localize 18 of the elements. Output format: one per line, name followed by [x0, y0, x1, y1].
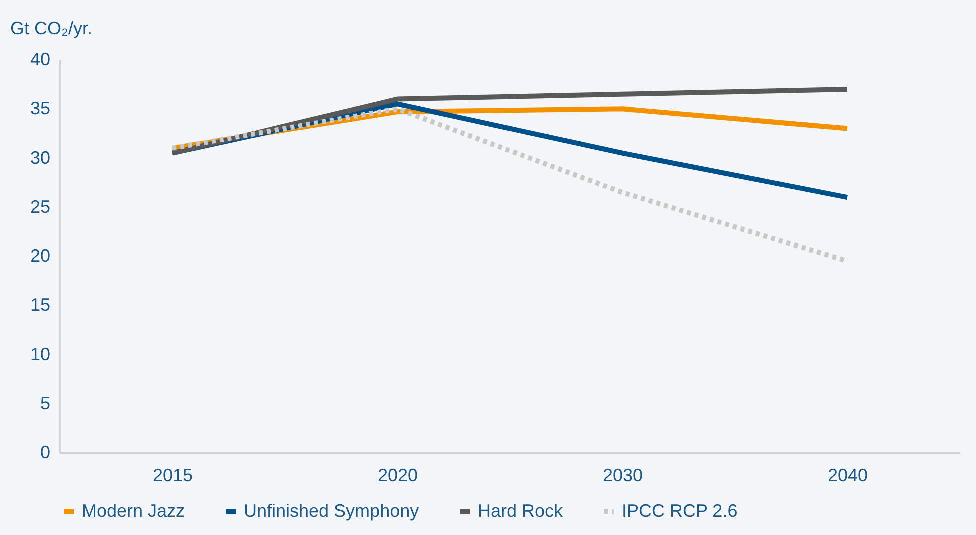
- y-tick-label: 35: [30, 98, 50, 119]
- y-tick-label: 10: [30, 344, 50, 364]
- y-tick-label: 5: [40, 393, 50, 414]
- x-tick-label: 2040: [828, 466, 868, 486]
- x-tick-label: 2030: [602, 466, 644, 486]
- y-tick-label: 0: [40, 442, 50, 462]
- y-tick-label: 20: [30, 246, 50, 266]
- legend-label: Unfinished Symphony: [244, 501, 420, 521]
- x-tick-label: 2020: [378, 466, 418, 486]
- y-axis-title: Gt CO₂/yr.: [10, 18, 92, 38]
- y-tick-label: 25: [30, 196, 50, 217]
- x-tick-label: 2015: [152, 466, 194, 486]
- legend-label: Hard Rock: [478, 501, 564, 521]
- y-tick-label: 15: [30, 295, 50, 316]
- y-tick-label: 30: [30, 148, 50, 168]
- legend-label: IPCC RCP 2.6: [622, 501, 738, 521]
- legend-label: Modern Jazz: [82, 501, 186, 521]
- y-tick-label: 40: [30, 50, 50, 70]
